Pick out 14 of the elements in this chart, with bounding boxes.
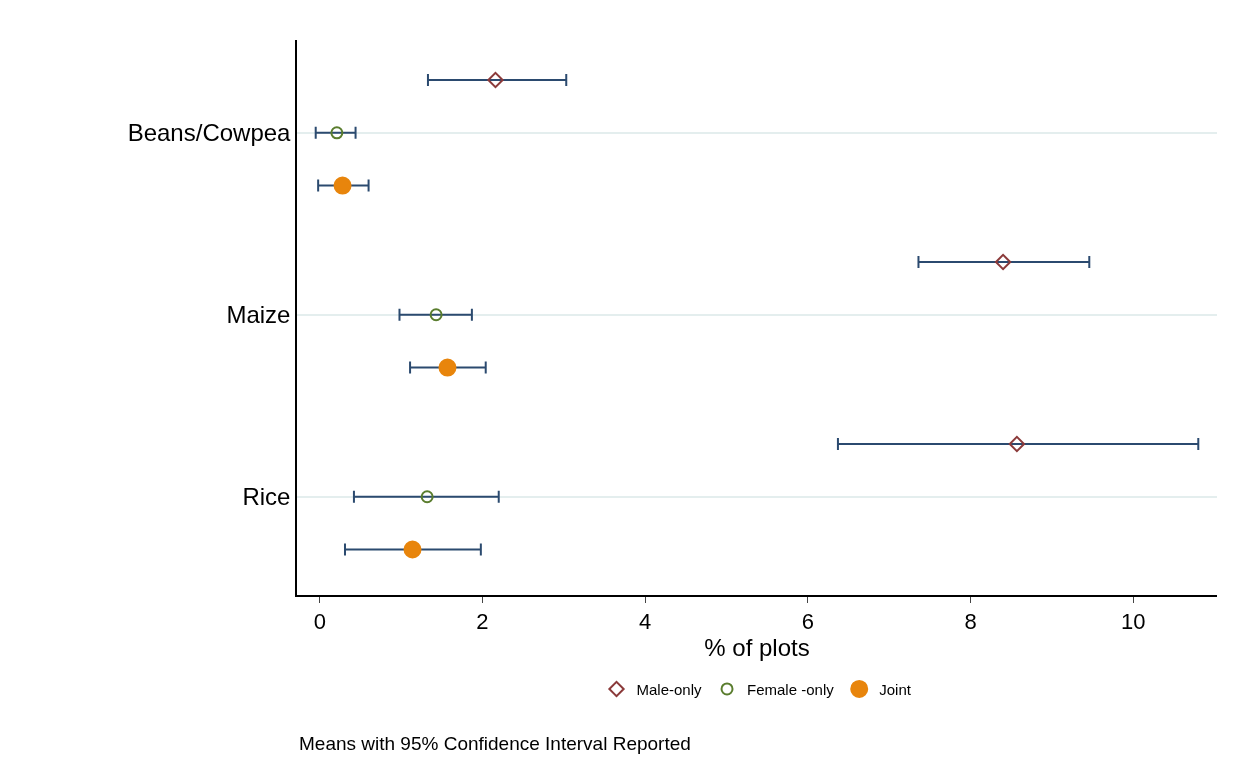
legend-label: Male-only: [636, 680, 703, 698]
legend-label: Female -only: [747, 680, 835, 698]
y-tick-label: Rice: [242, 483, 291, 511]
x-tick-label: 6: [801, 609, 814, 635]
legend-label: Joint: [879, 680, 912, 698]
x-tick-label: 2: [476, 609, 489, 635]
x-tick-label: 8: [964, 609, 977, 635]
y-tick-label: Maize: [226, 301, 291, 329]
x-axis-title: % of plots: [704, 634, 810, 662]
x-tick-label: 0: [313, 609, 326, 635]
x-tick-label: 10: [1120, 609, 1146, 635]
y-tick-label: Beans/Cowpea: [127, 119, 292, 147]
text: Means with 95% Confidence Interval Reported: [299, 733, 691, 754]
x-tick-label: 4: [639, 609, 652, 635]
